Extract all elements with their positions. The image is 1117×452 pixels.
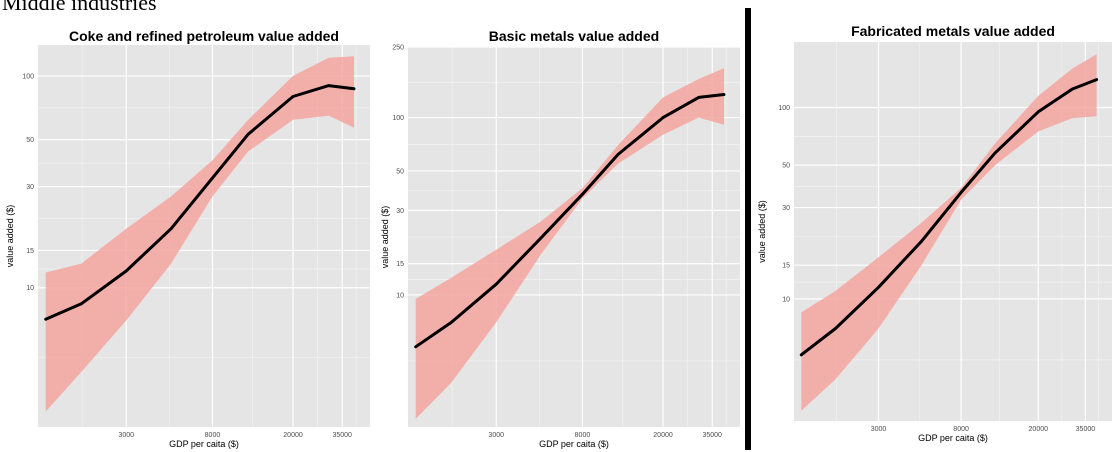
chart-panel-fabricated-metals: 3000 8000 20000 35000 10 15 30 50 100 Fabricated … bbox=[752, 14, 1117, 450]
x-tick-label: 8000 bbox=[575, 432, 591, 439]
x-axis-label: GDP per caita ($) bbox=[918, 433, 988, 443]
x-tick-label: 35000 bbox=[332, 432, 352, 439]
x-tick-label: 3000 bbox=[871, 426, 887, 433]
confidence-band bbox=[45, 56, 354, 412]
chart-panel-basic-metals: 3000 8000 20000 35000 10 15 30 50 100 250 Basic me… bbox=[375, 27, 745, 452]
x-axis-label: GDP per caita ($) bbox=[539, 439, 609, 449]
chart-title: Basic metals value added bbox=[489, 28, 659, 44]
x-tick-label: 35000 bbox=[702, 432, 722, 439]
chart-coke-svg: 3000 8000 20000 35000 10 15 30 50 100 Coke and re… bbox=[5, 28, 370, 449]
chart-fabricated-metals-svg: 3000 8000 20000 35000 10 15 30 50 100 Fabricated … bbox=[757, 23, 1112, 443]
chart-panel-coke: 3000 8000 20000 35000 10 15 30 50 100 Coke and re… bbox=[0, 27, 375, 452]
fitted-line bbox=[414, 93, 726, 349]
x-tick-label: 20000 bbox=[653, 432, 673, 439]
y-tick-label: 30 bbox=[26, 184, 34, 191]
x-tick-label: 35000 bbox=[1076, 426, 1096, 433]
x-tick-label: 3000 bbox=[118, 432, 134, 439]
y-tick-label: 10 bbox=[782, 296, 790, 303]
y-tick-label: 50 bbox=[26, 137, 34, 144]
fitted-line bbox=[44, 84, 356, 321]
y-tick-label: 250 bbox=[392, 45, 404, 52]
x-axis-label: GDP per caita ($) bbox=[169, 439, 239, 449]
y-tick-label: 50 bbox=[396, 168, 404, 175]
fitted-line bbox=[799, 78, 1099, 357]
y-tick-label: 30 bbox=[782, 205, 790, 212]
x-tick-label: 20000 bbox=[1029, 426, 1049, 433]
confidence-band bbox=[801, 54, 1097, 411]
confidence-band bbox=[415, 68, 724, 419]
y-tick-label: 100 bbox=[778, 105, 790, 112]
x-tick-label: 3000 bbox=[488, 432, 504, 439]
x-tick-label: 8000 bbox=[205, 432, 221, 439]
y-axis-label: value added ($) bbox=[380, 206, 390, 269]
y-tick-label: 100 bbox=[392, 115, 404, 122]
y-tick-label: 100 bbox=[22, 73, 34, 80]
y-tick-label: 15 bbox=[782, 263, 790, 270]
page-header: Middle industries bbox=[2, 0, 157, 15]
y-tick-label: 50 bbox=[782, 163, 790, 170]
chart-title: Fabricated metals value added bbox=[851, 23, 1055, 39]
y-tick-label: 10 bbox=[396, 292, 404, 299]
y-axis-label: value added ($) bbox=[757, 200, 767, 263]
y-axis-label: value added ($) bbox=[5, 205, 15, 268]
y-tick-label: 10 bbox=[26, 285, 34, 292]
y-tick-label: 30 bbox=[396, 208, 404, 215]
x-tick-label: 20000 bbox=[283, 432, 303, 439]
x-tick-label: 8000 bbox=[953, 426, 969, 433]
chart-basic-metals-svg: 3000 8000 20000 35000 10 15 30 50 100 250 Basic me… bbox=[380, 28, 740, 449]
panel-divider bbox=[745, 8, 751, 450]
y-tick-label: 15 bbox=[26, 248, 34, 255]
chart-title: Coke and refined petroleum value added bbox=[69, 28, 339, 44]
y-tick-label: 15 bbox=[396, 261, 404, 268]
